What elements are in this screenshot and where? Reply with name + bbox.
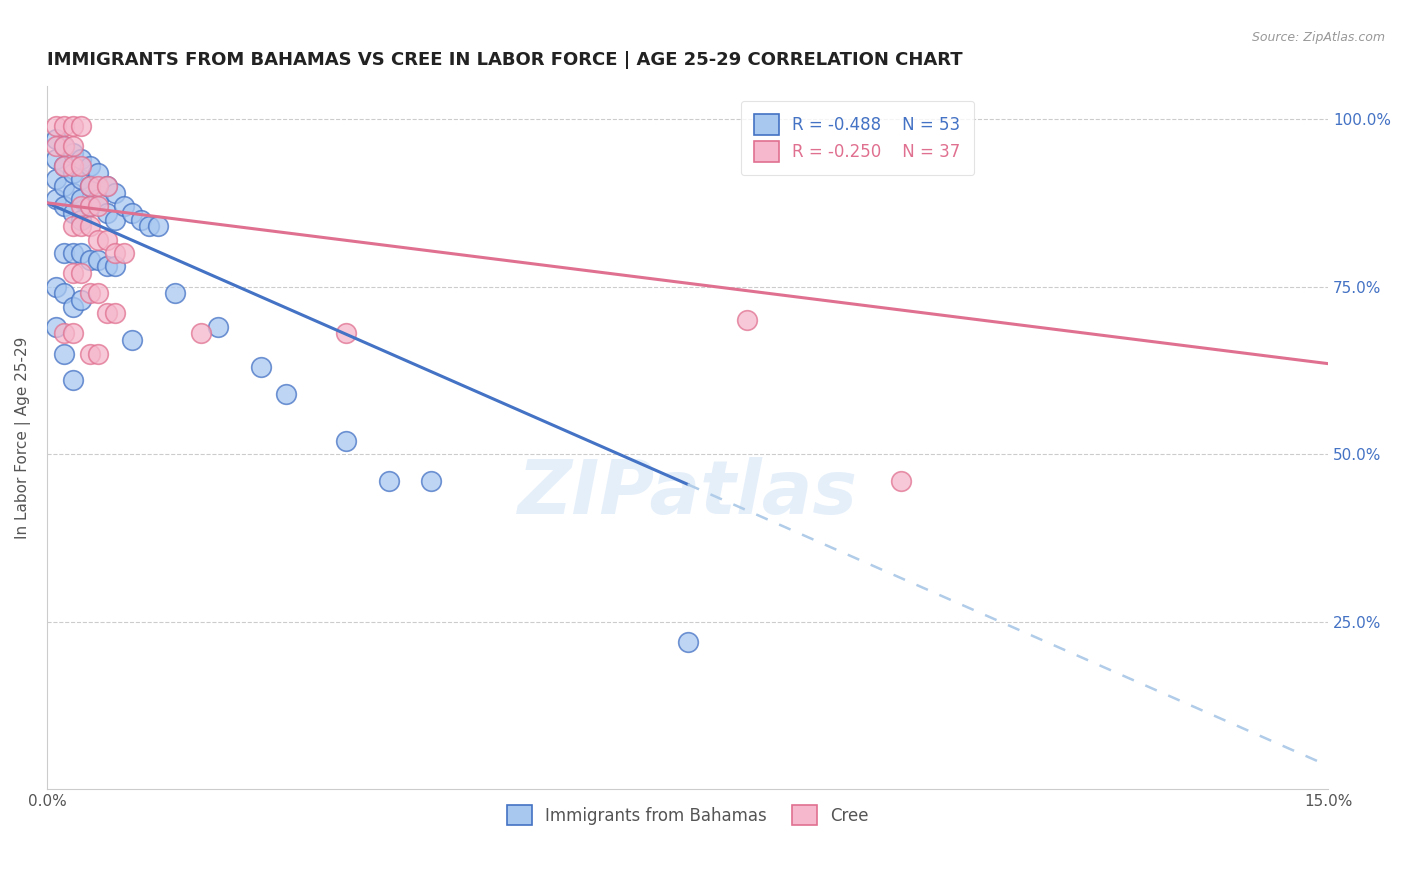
- Point: [53, 159, 76, 173]
- Text: IMMIGRANTS FROM BAHAMAS VS CREE IN LABOR FORCE | AGE 25-29 CORRELATION CHART: IMMIGRANTS FROM BAHAMAS VS CREE IN LABOR…: [46, 51, 963, 69]
- Point: [70, 119, 93, 133]
- Point: [62, 266, 84, 280]
- Point: [96, 260, 118, 274]
- Point: [87, 286, 110, 301]
- Point: [62, 206, 84, 220]
- Point: [53, 326, 76, 341]
- Point: [79, 286, 101, 301]
- Point: [53, 138, 76, 153]
- Point: [79, 199, 101, 213]
- Point: [96, 306, 118, 320]
- Point: [79, 346, 101, 360]
- Point: [44, 319, 66, 334]
- Point: [62, 166, 84, 180]
- Point: [112, 199, 135, 213]
- Point: [62, 159, 84, 173]
- Text: ZIPatlas: ZIPatlas: [517, 458, 858, 530]
- Point: [62, 246, 84, 260]
- Point: [87, 252, 110, 267]
- Point: [377, 474, 399, 488]
- Point: [62, 138, 84, 153]
- Point: [70, 219, 93, 234]
- Point: [96, 179, 118, 194]
- Point: [737, 313, 759, 327]
- Point: [44, 153, 66, 167]
- Point: [70, 193, 93, 207]
- Point: [87, 346, 110, 360]
- Point: [104, 212, 127, 227]
- Point: [70, 172, 93, 186]
- Point: [190, 326, 212, 341]
- Point: [44, 172, 66, 186]
- Point: [62, 300, 84, 314]
- Point: [62, 145, 84, 160]
- Point: [70, 199, 93, 213]
- Point: [96, 179, 118, 194]
- Point: [79, 199, 101, 213]
- Point: [104, 260, 127, 274]
- Point: [335, 326, 357, 341]
- Point: [104, 306, 127, 320]
- Point: [70, 266, 93, 280]
- Point: [53, 179, 76, 194]
- Point: [138, 219, 160, 234]
- Point: [53, 346, 76, 360]
- Point: [70, 153, 93, 167]
- Point: [87, 193, 110, 207]
- Point: [62, 373, 84, 387]
- Point: [62, 119, 84, 133]
- Point: [70, 159, 93, 173]
- Point: [87, 199, 110, 213]
- Point: [53, 246, 76, 260]
- Point: [87, 179, 110, 194]
- Point: [87, 233, 110, 247]
- Point: [44, 132, 66, 146]
- Point: [87, 166, 110, 180]
- Point: [53, 138, 76, 153]
- Point: [146, 219, 169, 234]
- Point: [62, 186, 84, 200]
- Point: [121, 206, 143, 220]
- Point: [121, 333, 143, 347]
- Point: [44, 119, 66, 133]
- Point: [676, 634, 699, 648]
- Point: [53, 286, 76, 301]
- Point: [53, 159, 76, 173]
- Point: [104, 246, 127, 260]
- Point: [79, 179, 101, 194]
- Point: [62, 326, 84, 341]
- Point: [53, 119, 76, 133]
- Point: [104, 186, 127, 200]
- Text: Source: ZipAtlas.com: Source: ZipAtlas.com: [1251, 31, 1385, 45]
- Point: [335, 434, 357, 448]
- Point: [276, 386, 298, 401]
- Point: [890, 474, 912, 488]
- Point: [420, 474, 443, 488]
- Point: [79, 159, 101, 173]
- Point: [79, 252, 101, 267]
- Point: [70, 246, 93, 260]
- Point: [44, 138, 66, 153]
- Point: [62, 219, 84, 234]
- Point: [112, 246, 135, 260]
- Point: [70, 293, 93, 307]
- Point: [70, 212, 93, 227]
- Point: [44, 193, 66, 207]
- Point: [79, 179, 101, 194]
- Point: [53, 199, 76, 213]
- Point: [44, 279, 66, 293]
- Point: [96, 206, 118, 220]
- Legend: Immigrants from Bahamas, Cree: Immigrants from Bahamas, Cree: [498, 797, 877, 834]
- Point: [165, 286, 187, 301]
- Point: [96, 233, 118, 247]
- Point: [129, 212, 152, 227]
- Y-axis label: In Labor Force | Age 25-29: In Labor Force | Age 25-29: [15, 336, 31, 539]
- Point: [207, 319, 229, 334]
- Point: [79, 219, 101, 234]
- Point: [249, 359, 271, 374]
